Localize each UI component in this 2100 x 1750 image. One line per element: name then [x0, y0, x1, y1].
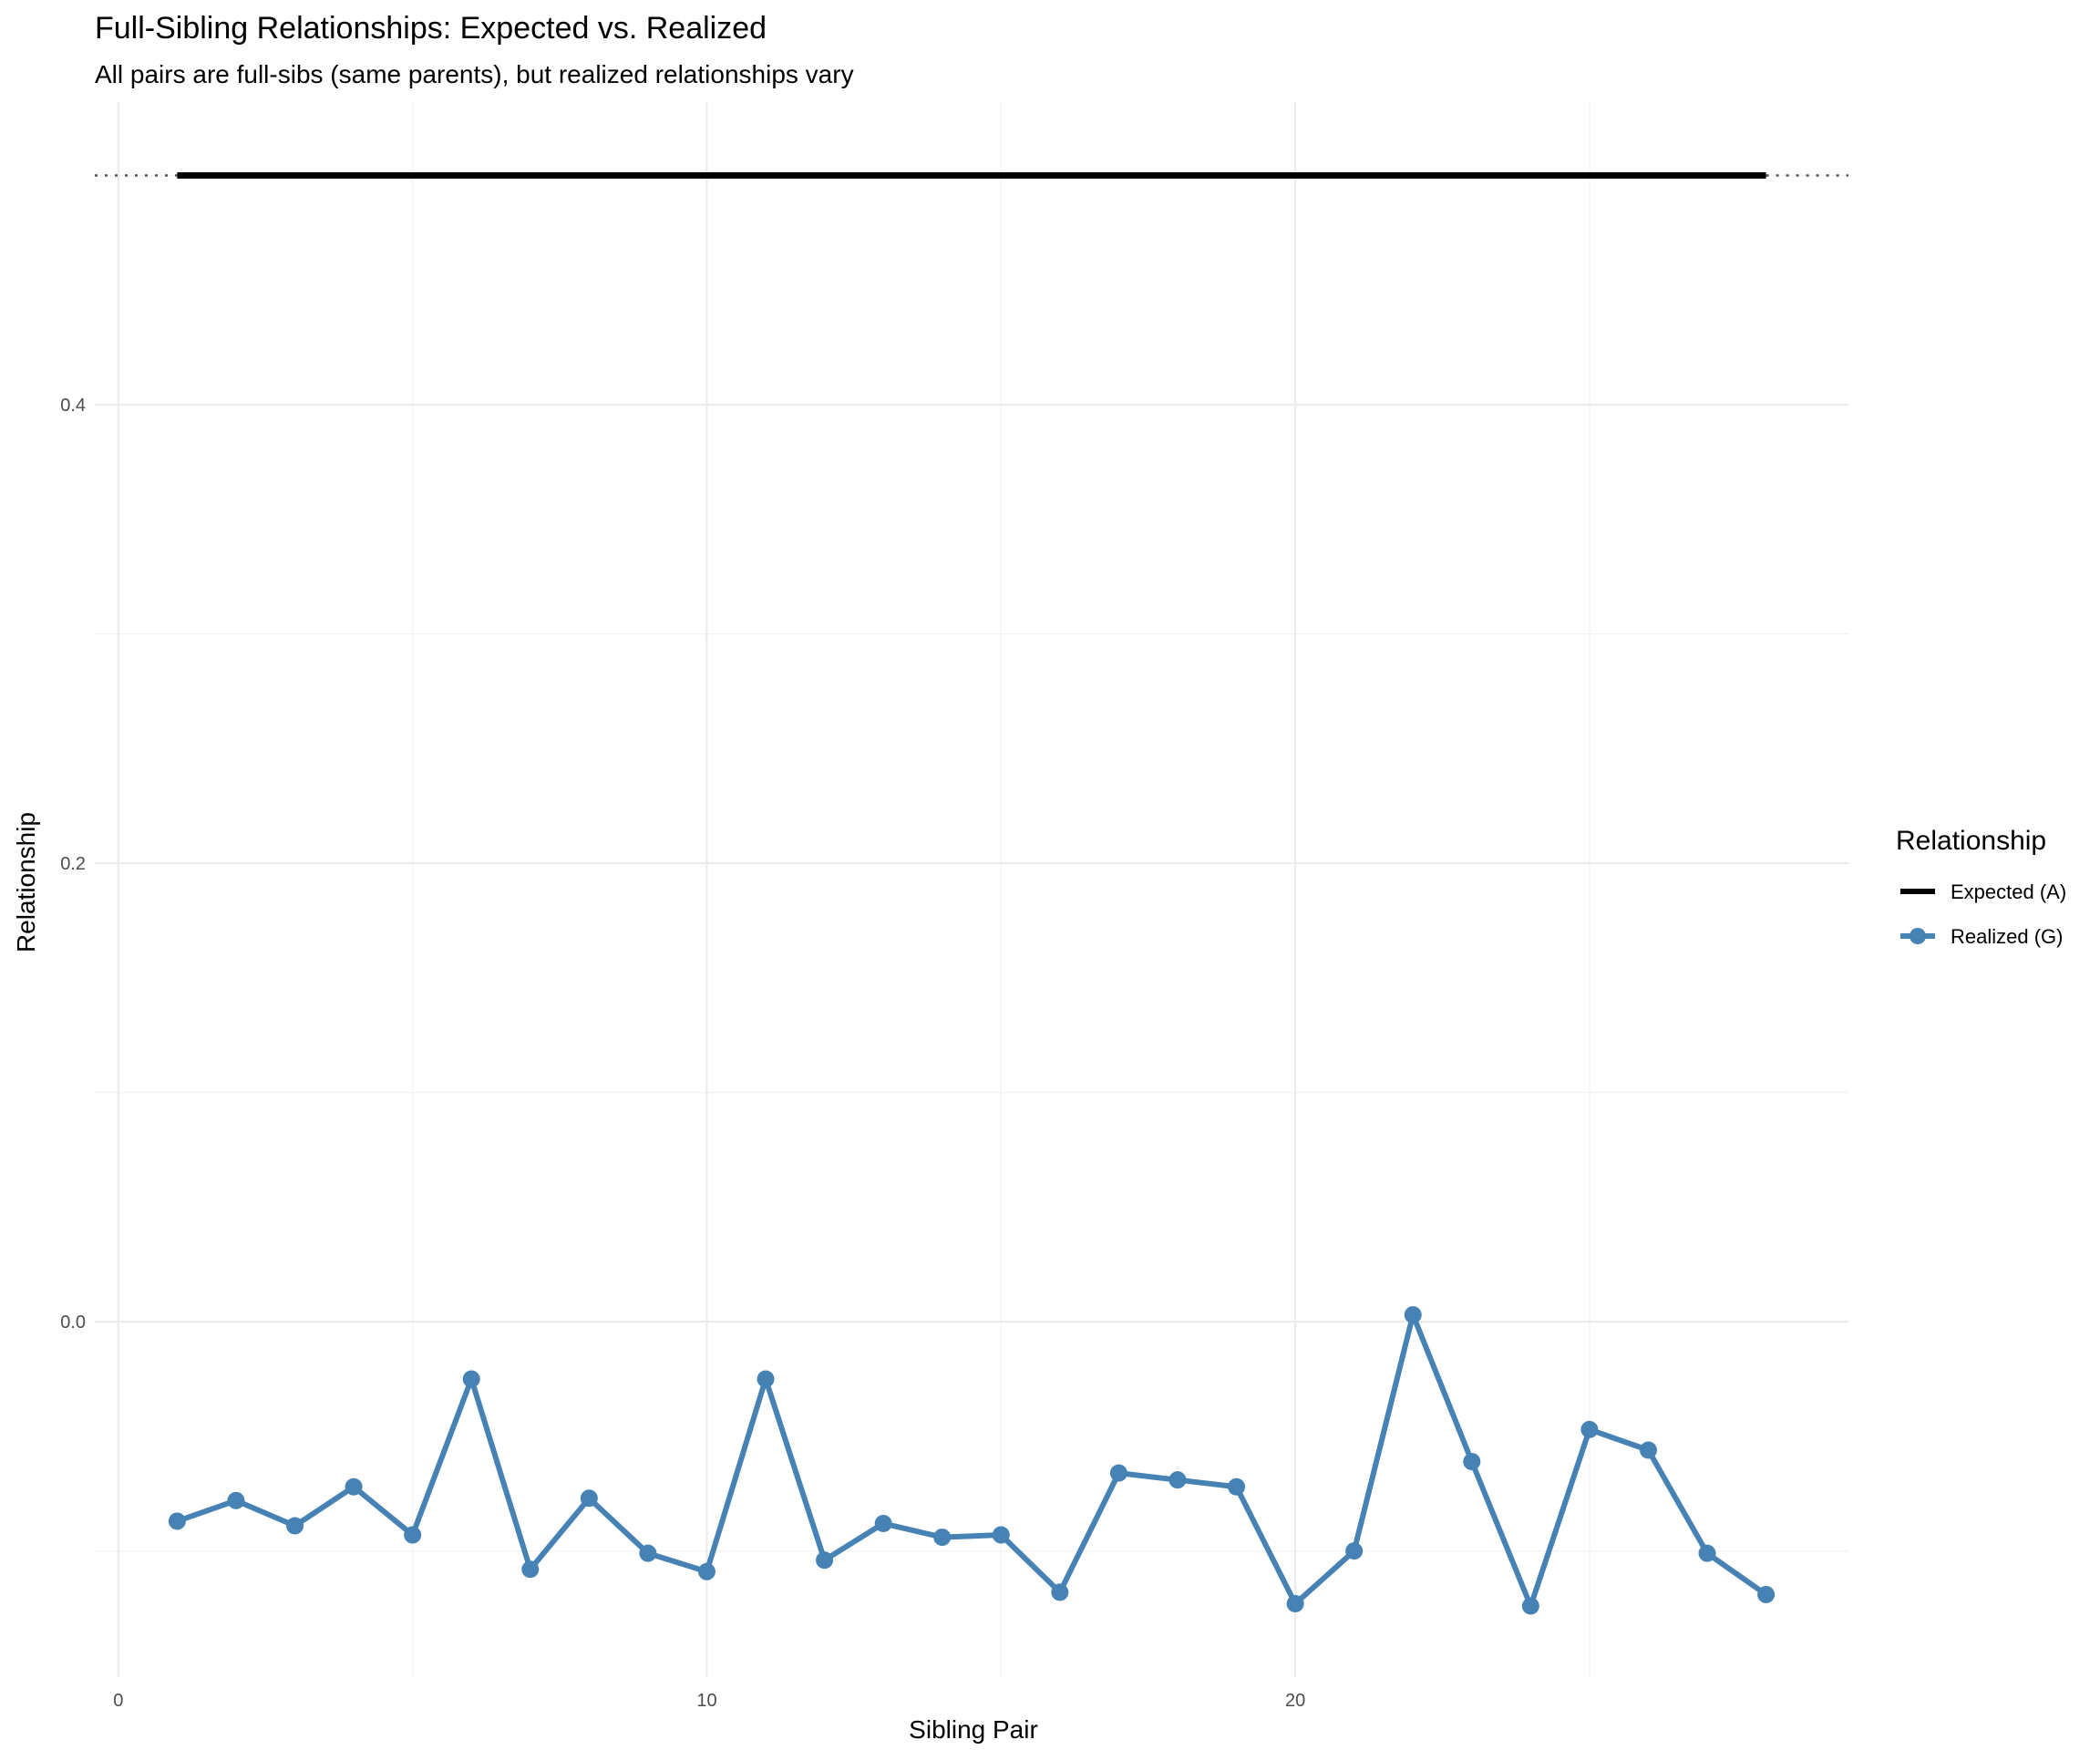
legend-label-realized: Realized (G) — [1951, 925, 2063, 948]
data-point-realized — [1757, 1585, 1776, 1603]
data-point-realized — [1345, 1542, 1364, 1560]
data-point-realized — [227, 1491, 245, 1509]
data-point-realized — [933, 1529, 952, 1547]
data-point-realized — [757, 1370, 775, 1388]
data-point-realized — [462, 1370, 480, 1388]
data-point-realized — [404, 1526, 422, 1544]
data-point-realized — [521, 1560, 540, 1579]
legend-item-expected: Expected (A) — [1900, 880, 2066, 903]
x-tick-label: 0 — [113, 1691, 123, 1711]
data-point-realized — [1168, 1471, 1187, 1489]
x-axis-ticks: 0 10 20 — [113, 1691, 1305, 1711]
data-point-realized — [1404, 1306, 1422, 1324]
data-point-realized — [168, 1512, 186, 1530]
series-layer — [95, 171, 1848, 1615]
grid — [95, 102, 1848, 1677]
data-point-realized — [1463, 1453, 1481, 1471]
x-tick-label: 10 — [696, 1691, 716, 1711]
data-point-realized — [286, 1517, 304, 1535]
data-point-realized — [1580, 1420, 1599, 1438]
data-point-realized — [1639, 1441, 1657, 1459]
legend: Relationship Expected (A) Realized (G) — [1896, 826, 2066, 948]
y-tick-label: 0.2 — [60, 854, 86, 874]
data-point-realized — [1286, 1595, 1304, 1613]
legend-title: Relationship — [1896, 826, 2046, 856]
data-point-realized — [1698, 1544, 1716, 1562]
data-point-realized — [992, 1526, 1010, 1544]
series-line-realized — [176, 1312, 1768, 1610]
y-axis-ticks: 0.0 0.2 0.4 — [60, 396, 86, 1333]
x-tick-label: 20 — [1285, 1691, 1305, 1711]
data-point-realized — [1228, 1477, 1246, 1496]
data-point-realized — [1109, 1464, 1127, 1482]
legend-item-realized: Realized (G) — [1900, 925, 2063, 948]
legend-key-realized-point — [1910, 928, 1926, 944]
y-tick-label: 0.4 — [60, 396, 86, 416]
data-point-realized — [697, 1562, 715, 1580]
data-point-realized — [874, 1514, 892, 1532]
legend-label-expected: Expected (A) — [1951, 880, 2066, 903]
x-axis-title: Sibling Pair — [909, 1715, 1038, 1744]
data-point-realized — [1521, 1597, 1539, 1615]
data-point-realized — [580, 1489, 598, 1508]
data-point-realized — [345, 1477, 363, 1496]
data-point-realized — [1051, 1583, 1069, 1601]
data-point-realized — [639, 1544, 657, 1562]
chart-title: Full-Sibling Relationships: Expected vs.… — [95, 11, 767, 46]
chart-subtitle: All pairs are full-sibs (same parents), … — [95, 60, 854, 88]
y-axis-title: Relationship — [12, 812, 40, 952]
y-tick-label: 0.0 — [60, 1312, 86, 1333]
data-point-realized — [816, 1551, 834, 1570]
